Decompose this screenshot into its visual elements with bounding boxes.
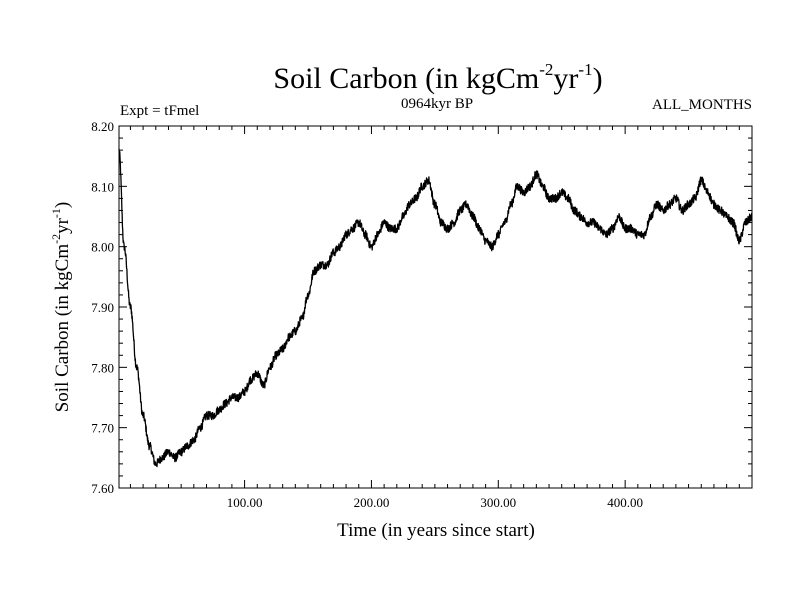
experiment-label: Expt = tFmel [120,103,199,119]
plot-area: 100.00 200.00 300.00 400.00 7.60 7.70 7.80 7.9… [91,119,753,510]
y-tick-label: 8.00 [91,240,114,255]
x-tick-label: 400.00 [607,495,643,510]
x-tick-label: 200.00 [354,495,390,510]
plot-border [118,125,753,489]
y-tick-label: 7.60 [91,481,114,496]
series-group [118,148,753,468]
chart-title: Soil Carbon (in kgCm-2yr-1) [273,60,602,95]
y-tick-label: 7.70 [91,421,114,436]
x-axis-label: Time (in years since start) [337,520,535,541]
y-tick-label: 8.20 [91,119,114,134]
y-axis-label: Soil Carbon (in kgCm-2yr-1) [49,202,73,413]
period-label: 0964kyr BP [401,96,473,112]
x-tick-label: 100.00 [227,495,263,510]
series-line [118,148,753,468]
x-tick-label: 300.00 [480,495,516,510]
y-tick-label: 7.90 [91,300,114,315]
x-axis-ticks: 100.00 200.00 300.00 400.00 [129,126,740,510]
y-tick-label: 7.80 [91,360,114,375]
months-label: ALL_MONTHS [652,97,752,113]
y-tick-label: 8.10 [91,179,114,194]
